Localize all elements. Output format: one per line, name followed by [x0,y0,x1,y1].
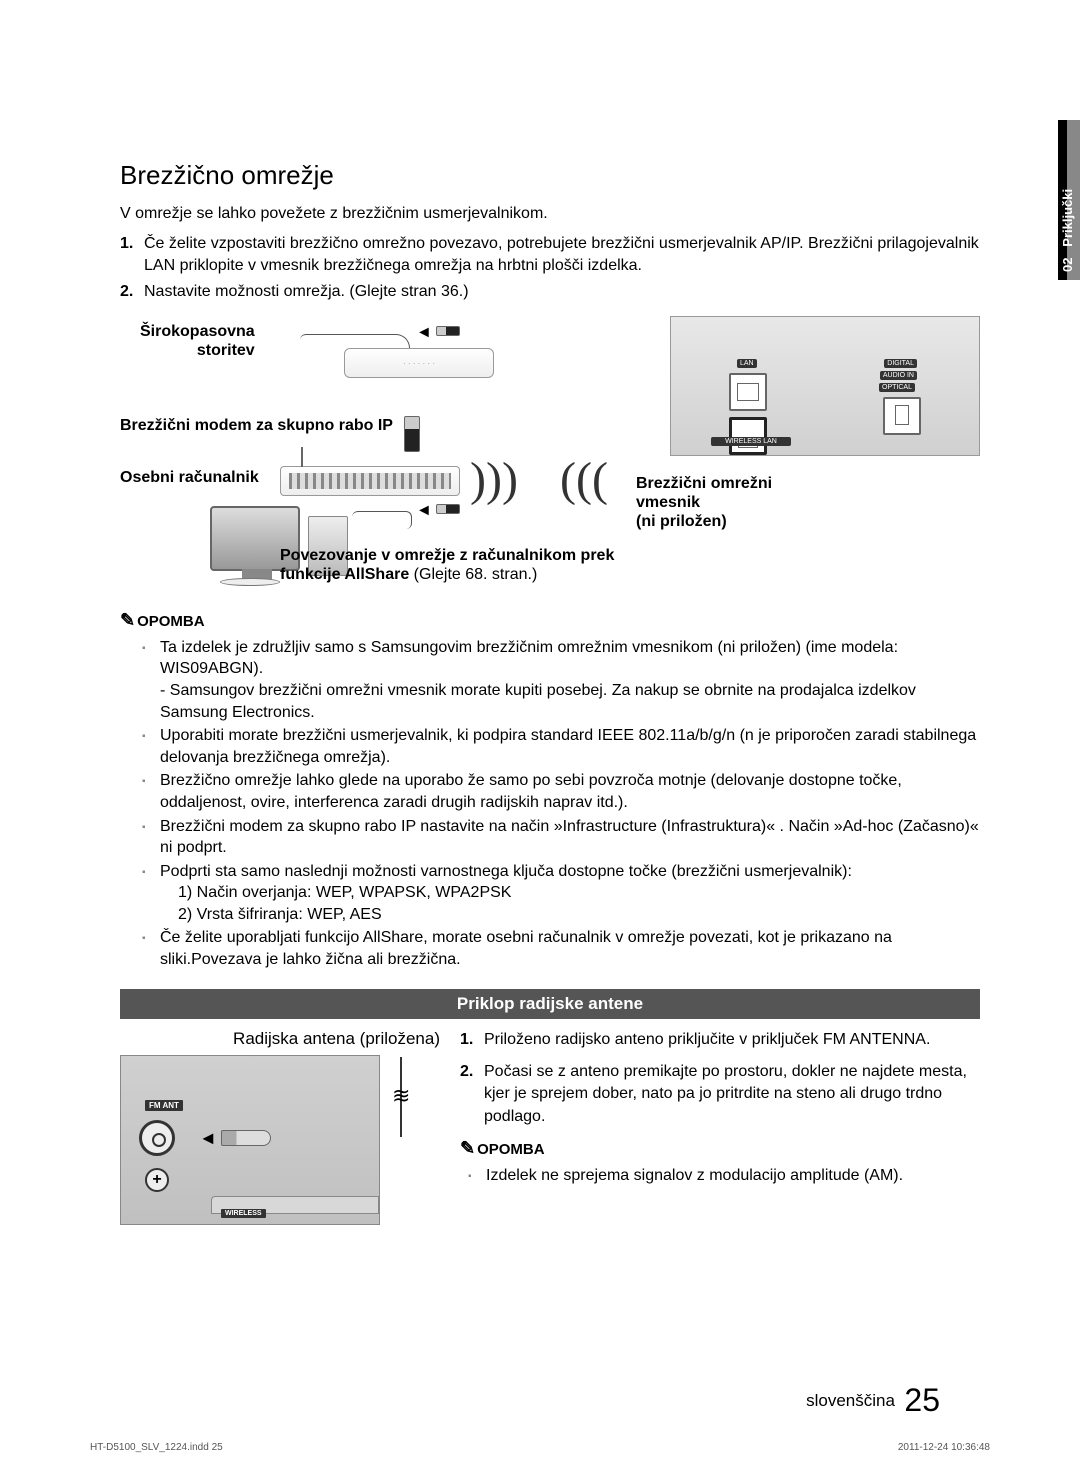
antenna-label: Radijska antena (priložena) [120,1029,440,1049]
note-item: Brezžično omrežje lahko glede na uporabo… [160,770,980,813]
pc-label: Osebni računalnik [120,468,259,487]
indd-footer: HT-D5100_SLV_1224.indd 25 2011-12-24 10:… [90,1442,990,1453]
step-item: 2.Nastavite možnosti omrežja. (Glejte st… [144,281,980,303]
optical-port [883,397,921,435]
keyboard-icon [220,578,280,586]
antenna-steps: 1.Priloženo radijsko anteno priključite … [460,1029,980,1129]
note-item: Izdelek ne sprejema signalov z modulacij… [486,1165,980,1187]
device-back-panel: LAN DIGITAL AUDIO IN OPTICAL WIRELESS LA… [670,316,980,456]
port-label-wireless: WIRELESS LAN [711,437,791,446]
fm-ant-label: FM ANT [145,1100,183,1111]
note-item: Podprti sta samo naslednji možnosti varn… [160,861,980,926]
section1-steps: 1.Če želite vzpostaviti brezžično omrežn… [120,233,980,304]
antenna-section: Radijska antena (priložena) ≋ FM ANT ◄ +… [120,1029,980,1225]
lan-port [729,373,767,411]
section1-title: Brezžično omrežje [120,160,980,191]
step-item: 1.Priloženo radijsko anteno priključite … [484,1029,980,1051]
allshare-text: Povezovanje v omrežje z računalnikom pre… [280,546,614,584]
pencil-icon: ✎ [120,610,135,630]
note-header: ✎OPOMBA [120,610,980,631]
adapter-labels: Brezžični omrežni vmesnik (ni priložen) [636,474,772,532]
arrow-icon: ◄ [416,324,432,342]
port-label-digital: DIGITAL [884,359,917,368]
dongle-icon [436,326,460,336]
page-content: Brezžično omrežje V omrežje se lahko pov… [0,0,1080,1265]
network-diagram: Širokopasovna storitev ◄ · · · · · · · B… [120,316,980,596]
arrow-icon: ◄ [416,502,432,520]
step-item: 1.Če želite vzpostaviti brezžično omrežn… [144,233,980,278]
notes-list: Ta izdelek je združljiv samo s Samsungov… [120,637,980,971]
step-item: 2.Počasi se z anteno premikajte po prost… [484,1061,980,1128]
section2-title: Priklop radijske antene [120,989,980,1019]
router-device [280,466,460,496]
coax-port [139,1120,175,1156]
broadband-label: Širokopasovna storitev [140,322,255,360]
indd-timestamp: 2011-12-24 10:36:48 [898,1442,990,1453]
antenna-diagram-col: Radijska antena (priložena) ≋ FM ANT ◄ +… [120,1029,440,1225]
pencil-icon: ✎ [460,1138,475,1158]
plus-circle-icon: + [145,1168,169,1192]
antenna-text-col: 1.Priloženo radijsko anteno priključite … [460,1029,980,1225]
antenna-squiggle-icon: ≋ [392,1083,410,1109]
plug-icon [221,1130,271,1146]
wireless-label: WIRELESS [221,1209,266,1218]
note-item: Če želite uporabljati funkcijo AllShare,… [160,927,980,970]
wireless-lan-port [729,417,767,455]
note-item: Uporabiti morate brezžični usmerjevalnik… [160,725,980,768]
modem-device: · · · · · · · [344,348,494,378]
wifi-waves-icon: ((( [560,452,608,507]
page-lang: slovenščina [806,1391,895,1410]
port-label-audioin: AUDIO IN [880,371,917,380]
port-label-lan: LAN [737,359,757,368]
port-label-optical: OPTICAL [879,383,915,392]
dongle-icon [436,504,460,514]
wifi-waves-icon: ))) [470,452,518,507]
connector-plug: ◄ [199,1128,271,1149]
indd-file: HT-D5100_SLV_1224.indd 25 [90,1442,223,1453]
note-header: ✎OPOMBA [460,1138,980,1159]
note-item: Ta izdelek je združljiv samo s Samsungov… [160,637,980,723]
usb-dongle [404,416,420,452]
page-number: 25 [904,1382,940,1418]
note-item: Brezžični modem za skupno rabo IP nastav… [160,816,980,859]
antenna-panel: FM ANT ◄ + WIRELESS [120,1055,380,1225]
antenna-notes: Izdelek ne sprejema signalov z modulacij… [460,1165,980,1187]
modem-label: Brezžični modem za skupno rabo IP [120,416,393,435]
arrow-left-icon: ◄ [199,1128,217,1149]
page-footer: slovenščina 25 [806,1382,940,1419]
section1-intro: V omrežje se lahko povežete z brezžičnim… [120,203,980,225]
